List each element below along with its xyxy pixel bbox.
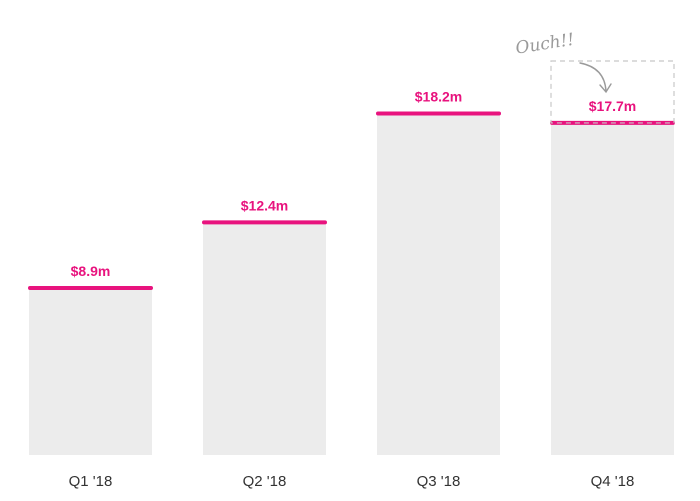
value-label-3: $18.2m	[415, 89, 462, 105]
bar-1	[29, 288, 152, 455]
bar-2	[203, 222, 326, 455]
x-tick-labels-group: Q1 '18 Q2 '18 Q3 '18 Q4 '18	[69, 473, 635, 490]
bars-group	[29, 113, 674, 456]
ouch-annotation: Ouch!!	[514, 30, 575, 59]
x-tick-label-4: Q4 '18	[591, 473, 635, 490]
value-label-1: $8.9m	[71, 263, 111, 279]
x-tick-label-3: Q3 '18	[417, 473, 461, 490]
value-label-4: $17.7m	[589, 98, 636, 114]
value-labels-group: $8.9m $12.4m $18.2m $17.7m	[71, 89, 637, 279]
x-tick-label-2: Q2 '18	[243, 473, 287, 490]
value-label-2: $12.4m	[241, 197, 288, 213]
annotation-arrow-icon	[579, 62, 612, 94]
expected-q4-dashed-outline	[550, 60, 675, 124]
x-tick-label-1: Q1 '18	[69, 473, 113, 490]
bar-3	[377, 113, 500, 456]
bar-4	[551, 122, 674, 456]
